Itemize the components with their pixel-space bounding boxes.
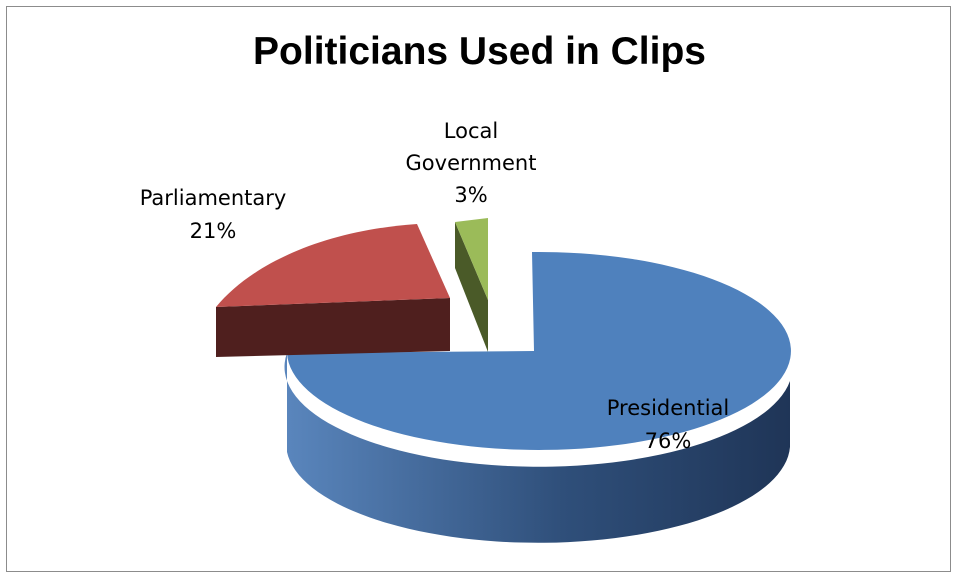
pie-slice-parliamentary-top <box>216 224 450 307</box>
label-presidential-name: Presidential <box>607 396 730 420</box>
pie-slice-parliamentary-side <box>216 298 450 357</box>
label-local-government-line1: Local <box>444 119 498 143</box>
label-local-government: Local Government 3% <box>406 119 537 207</box>
pie-slice-local-government-top <box>455 218 488 300</box>
pie-slice-parliamentary <box>216 224 450 357</box>
pie-slice-presidential <box>284 251 791 543</box>
label-parliamentary-percent: 21% <box>190 219 237 243</box>
label-presidential: Presidential 76% <box>607 396 730 453</box>
label-parliamentary-name: Parliamentary <box>140 186 287 210</box>
label-local-government-line2: Government <box>406 151 537 175</box>
pie-slice-presidential-side <box>284 353 790 543</box>
pie-slice-local-government <box>455 218 488 352</box>
label-local-government-percent: 3% <box>454 183 487 207</box>
pie-slice-presidential-top <box>287 251 791 450</box>
label-parliamentary: Parliamentary 21% <box>140 186 287 243</box>
pie-slice-local-government-side <box>455 222 488 352</box>
label-presidential-percent: 76% <box>645 429 692 453</box>
chart-title: Politicians Used in Clips <box>253 30 706 73</box>
